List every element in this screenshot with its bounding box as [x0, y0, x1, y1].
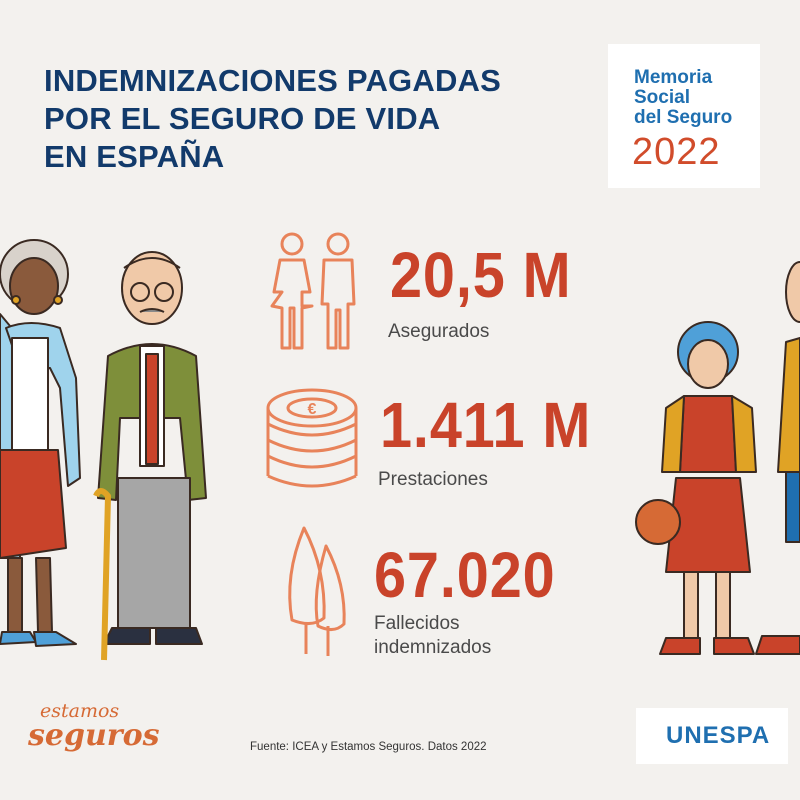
- young-people-illustration: [635, 261, 800, 655]
- memoria-year: 2022: [632, 131, 721, 173]
- stat-value-prestaciones: 1.411 M: [380, 389, 592, 461]
- stat-value-fallecidos: 67.020: [374, 539, 556, 611]
- unespa-logo-text: UNESPA: [666, 722, 771, 749]
- man-woman-icon: [270, 232, 356, 350]
- elderly-couple-illustration: [0, 239, 207, 661]
- brand-left-line1: estamos: [40, 700, 120, 722]
- euro-coin-stack-icon: €: [266, 388, 358, 488]
- title-line: EN ESPAÑA: [44, 139, 225, 174]
- brand-left-line2: seguros: [28, 718, 160, 753]
- source-note: Fuente: ICEA y Estamos Seguros. Datos 20…: [250, 741, 487, 753]
- memoria-social-badge: Memoria Social del Seguro 2022: [608, 44, 760, 188]
- stat-value-asegurados: 20,5 M: [390, 239, 572, 311]
- memoria-line: Social: [634, 87, 690, 108]
- stat-label-asegurados: Asegurados: [388, 321, 490, 342]
- stat-label-fallecidos-line2: indemnizados: [374, 637, 492, 658]
- memoria-line: del Seguro: [634, 107, 733, 128]
- page-title: INDEMNIZACIONES PAGADAS POR EL SEGURO DE…: [44, 62, 501, 176]
- stat-label-fallecidos-line1: Fallecidos: [374, 613, 460, 634]
- unespa-logo: UNESPA: [636, 708, 788, 764]
- cypress-trees-icon: [288, 526, 346, 656]
- memoria-line: Memoria: [634, 67, 713, 88]
- title-line: POR EL SEGURO DE VIDA: [44, 101, 441, 136]
- svg-text:€: €: [308, 401, 317, 418]
- stat-label-prestaciones: Prestaciones: [378, 469, 488, 490]
- title-line: INDEMNIZACIONES PAGADAS: [44, 63, 501, 98]
